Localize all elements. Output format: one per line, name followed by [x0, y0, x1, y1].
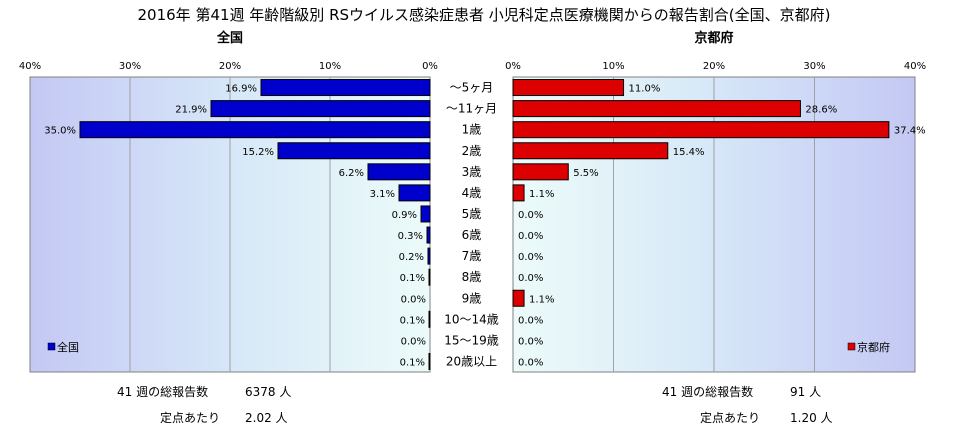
bar-kyoto [512, 121, 890, 139]
footer-national-per-label: 定点あたり [160, 410, 220, 425]
bars-national [79, 79, 431, 370]
value-label-national: 0.9% [392, 210, 417, 221]
panel-title-kyoto: 京都府 [694, 30, 733, 46]
x-axis-kyoto: 0% 10% 20% 30% 40% [505, 61, 926, 72]
value-label-kyoto: 5.5% [573, 168, 598, 179]
value-label-kyoto: 0.0% [518, 210, 543, 221]
value-label-kyoto: 0.0% [518, 252, 543, 263]
tick-label-national: 10% [319, 61, 341, 72]
value-label-national: 0.0% [401, 294, 426, 305]
tick-label-national: 0% [422, 61, 438, 72]
legend-label-kyoto: 京都府 [857, 340, 890, 354]
value-label-kyoto: 1.1% [529, 294, 554, 305]
bars-kyoto [512, 79, 890, 307]
value-label-national: 15.2% [242, 147, 274, 158]
bar-kyoto [512, 184, 525, 202]
footer-national: 41 週の総報告数 6378 人 定点あたり 2.02 人 [117, 384, 291, 425]
category-label: 3歳 [462, 165, 482, 179]
value-label-kyoto: 0.0% [518, 357, 543, 368]
bar-national [277, 142, 431, 160]
tick-label-national: 30% [119, 61, 141, 72]
category-label: ～5ヶ月 [450, 81, 494, 95]
value-label-kyoto: 37.4% [894, 126, 926, 137]
category-label: 6歳 [462, 228, 482, 242]
bar-national [210, 100, 431, 118]
bar-kyoto [512, 163, 569, 181]
tick-label-kyoto: 20% [703, 61, 725, 72]
tick-label-kyoto: 0% [505, 61, 521, 72]
footer-kyoto-total-label: 41 週の総報告数 [662, 384, 753, 399]
value-label-kyoto: 0.0% [518, 336, 543, 347]
bar-national [420, 205, 431, 223]
x-axis-national: 0% 10% 20% 30% 40% [19, 61, 438, 72]
footer-kyoto-per-label: 定点あたり [700, 410, 760, 425]
bar-national [260, 79, 431, 97]
category-label: 4歳 [462, 186, 482, 200]
category-label: 15～19歳 [444, 333, 499, 347]
value-label-kyoto: 0.0% [518, 273, 543, 284]
value-label-kyoto: 0.0% [518, 315, 543, 326]
value-label-national: 0.3% [398, 231, 423, 242]
bar-kyoto [512, 79, 625, 97]
category-label: 9歳 [462, 291, 482, 305]
tick-label-national: 40% [19, 61, 41, 72]
category-label: 7歳 [462, 249, 482, 263]
footer-kyoto: 41 週の総報告数 91 人 定点あたり 1.20 人 [662, 384, 833, 425]
value-label-kyoto: 11.0% [629, 84, 661, 95]
category-label: 1歳 [462, 123, 482, 137]
footer-national-total-value: 6378 人 [245, 385, 291, 399]
legend-national: 全国 [47, 340, 79, 354]
bar-kyoto [512, 142, 669, 160]
bar-national [428, 268, 431, 286]
bar-national [428, 352, 431, 370]
legend-label-national: 全国 [57, 340, 79, 354]
category-label: 5歳 [462, 207, 482, 221]
legend-swatch-kyoto [847, 342, 856, 351]
value-label-national: 0.1% [400, 315, 425, 326]
footer-kyoto-total-value: 91 人 [790, 385, 821, 399]
value-label-national: 0.1% [400, 357, 425, 368]
bar-national [367, 163, 431, 181]
value-labels-kyoto: 11.0% 28.6% 37.4% 15.4% 5.5% 1.1% 0.0% 0.0% 0.0%… [518, 84, 926, 369]
legend-kyoto: 京都府 [847, 340, 890, 354]
category-label: 2歳 [462, 144, 482, 158]
value-label-national: 3.1% [370, 189, 395, 200]
chart-title: 2016年 第41週 年齢階級別 RSウイルス感染症患者 小児科定点医療機関から… [138, 6, 831, 24]
tick-label-kyoto: 40% [904, 61, 926, 72]
tick-label-national: 20% [219, 61, 241, 72]
bar-kyoto [512, 100, 801, 118]
value-label-national: 0.1% [400, 273, 425, 284]
value-label-national: 16.9% [225, 84, 257, 95]
value-labels-national: 16.9% 21.9% 35.0% 15.2% 6.2% 3.1% 0.9% 0.3% 0.2%… [44, 84, 426, 369]
category-label: ～11ヶ月 [446, 102, 497, 116]
value-label-kyoto: 0.0% [518, 231, 543, 242]
value-label-kyoto: 1.1% [529, 189, 554, 200]
value-label-kyoto: 15.4% [673, 147, 705, 158]
tick-label-kyoto: 30% [803, 61, 825, 72]
value-label-national: 0.0% [401, 336, 426, 347]
category-label: 8歳 [462, 270, 482, 284]
value-label-national: 0.2% [399, 252, 424, 263]
tick-label-kyoto: 10% [602, 61, 624, 72]
value-label-national: 21.9% [175, 105, 207, 116]
value-label-kyoto: 28.6% [805, 105, 837, 116]
footer-national-total-label: 41 週の総報告数 [117, 384, 208, 399]
category-label: 20歳以上 [446, 354, 497, 368]
bar-national [79, 121, 431, 139]
bar-national [427, 247, 431, 265]
bar-national [426, 226, 431, 244]
footer-kyoto-per-value: 1.20 人 [790, 411, 833, 425]
panel-title-national: 全国 [216, 30, 243, 46]
bar-national [428, 310, 431, 328]
value-label-national: 6.2% [339, 168, 364, 179]
legend-swatch-national [47, 342, 56, 351]
category-labels: ～5ヶ月 ～11ヶ月 1歳 2歳 3歳 4歳 5歳 6歳 7歳 8歳 9歳 10～14歳 15～19歳 2… [444, 81, 499, 369]
bar-kyoto [512, 289, 525, 307]
category-label: 10～14歳 [444, 312, 499, 326]
value-label-national: 35.0% [44, 126, 76, 137]
footer-national-per-value: 2.02 人 [245, 411, 288, 425]
bar-national [398, 184, 431, 202]
